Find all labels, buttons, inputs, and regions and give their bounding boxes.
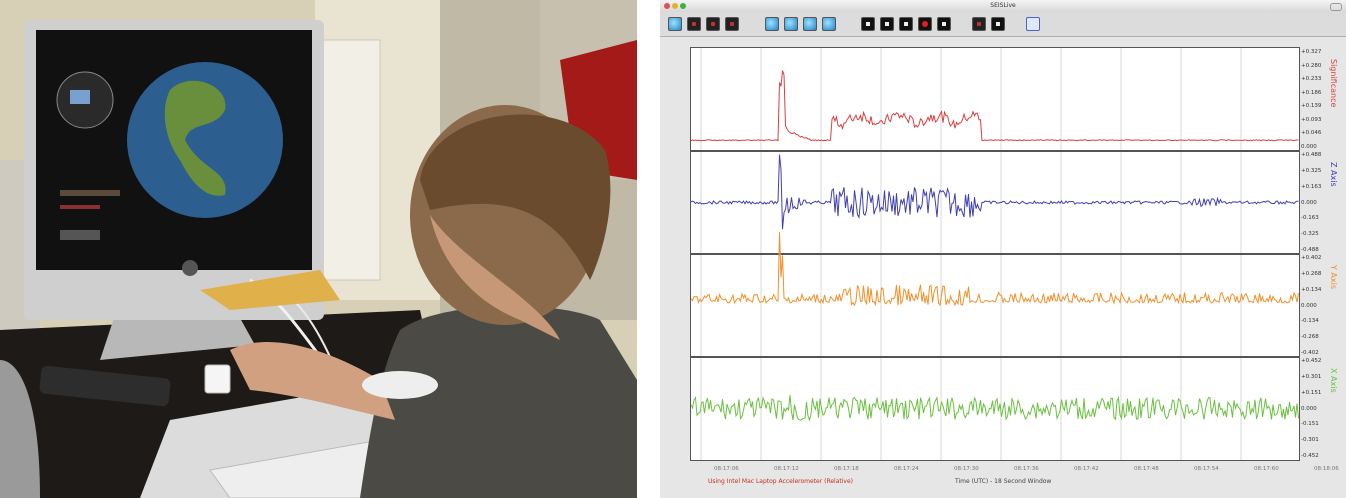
time-axis-label: Time (UTC) - 18 Second Window	[955, 478, 1052, 485]
scale-label: 0.000	[1301, 199, 1317, 206]
view-icon[interactable]	[822, 17, 836, 31]
channel-name: X Axis	[1329, 368, 1338, 393]
toolbar	[660, 12, 1346, 37]
device-label: Using Intel Mac Laptop Accelerometer (Re…	[708, 478, 854, 485]
scale-label: -0.268	[1301, 334, 1319, 341]
scale-label: 0.000	[1301, 144, 1317, 150]
time-tick: 08:17:48	[1134, 466, 1159, 472]
scale-label: 0.000	[1301, 302, 1317, 309]
record-stop-icon[interactable]	[706, 17, 720, 31]
scale-label: +0.301	[1301, 373, 1322, 380]
scale-label: -0.402	[1301, 350, 1319, 356]
minimize-icon[interactable]	[672, 3, 678, 9]
time-tick: 08:17:06	[714, 466, 739, 472]
channel-name: Y Axis	[1329, 265, 1338, 290]
pause-icon[interactable]	[899, 17, 913, 31]
photo-scene	[0, 0, 637, 498]
time-tick: 08:17:12	[774, 466, 799, 472]
scale-label: +0.280	[1301, 62, 1322, 69]
scale-label: +0.452	[1301, 358, 1322, 364]
time-tick: 08:17:54	[1194, 466, 1219, 472]
time-tick: 08:17:24	[894, 466, 919, 472]
color-icon[interactable]	[972, 17, 986, 31]
seislive-window: SEISLive +0.327 +0.280 +0.233 +0.186 +0.139 +…	[660, 0, 1346, 498]
time-tick: 08:17:18	[834, 466, 859, 472]
seismograph-traces	[691, 48, 1299, 460]
scale-label: -0.488	[1301, 247, 1319, 253]
scale-label: +0.233	[1301, 76, 1322, 83]
stream-icon[interactable]	[668, 17, 682, 31]
scale-label: +0.402	[1301, 255, 1322, 261]
zoom-icon[interactable]	[680, 3, 686, 9]
scale-label: +0.134	[1301, 286, 1322, 293]
channel-name: Significance	[1329, 59, 1338, 108]
scale-label: -0.325	[1301, 231, 1319, 238]
color-icon[interactable]	[991, 17, 1005, 31]
scale-label: +0.186	[1301, 89, 1322, 96]
record-icon[interactable]	[918, 17, 932, 31]
title-bar: SEISLive	[660, 0, 1346, 12]
time-tick: 08:17:30	[954, 466, 979, 472]
seismograph-plot[interactable]	[690, 47, 1300, 461]
scale-label: -0.151	[1301, 421, 1319, 428]
scale-label: -0.301	[1301, 437, 1319, 444]
time-tick: 08:18:06	[1314, 466, 1339, 472]
view-icon[interactable]	[765, 17, 779, 31]
close-icon[interactable]	[664, 3, 670, 9]
help-icon[interactable]	[1026, 17, 1040, 31]
scale-label: -0.134	[1301, 318, 1319, 325]
scale-label: +0.163	[1301, 183, 1322, 190]
trace-y-axis	[691, 232, 1299, 307]
time-tick: 08:17:42	[1074, 466, 1099, 472]
time-tick: 08:17:60	[1254, 466, 1279, 472]
rewind-icon[interactable]	[861, 17, 875, 31]
trace-x-axis	[691, 394, 1299, 422]
forward-icon[interactable]	[937, 17, 951, 31]
trace-significance	[691, 70, 1299, 142]
stop-icon[interactable]	[880, 17, 894, 31]
scale-label: +0.151	[1301, 389, 1322, 396]
time-tick: 08:17:36	[1014, 466, 1039, 472]
scale-label: +0.268	[1301, 270, 1322, 277]
scale-label: +0.139	[1301, 103, 1322, 110]
trace-z-axis	[691, 154, 1299, 230]
scale-label: +0.325	[1301, 167, 1322, 174]
scale-label: +0.093	[1301, 116, 1322, 123]
record-stop-icon[interactable]	[725, 17, 739, 31]
channel-name: Z Axis	[1329, 162, 1338, 187]
amplitude-scales: +0.327 +0.280 +0.233 +0.186 +0.139 +0.093 +0.0…	[1298, 47, 1338, 459]
scale-label: 0.000	[1301, 405, 1317, 412]
photo-boy-at-computer	[0, 0, 637, 498]
view-icon[interactable]	[784, 17, 798, 31]
scale-label: +0.488	[1301, 152, 1322, 158]
scale-label: -0.163	[1301, 215, 1319, 222]
scale-label: +0.046	[1301, 130, 1322, 137]
view-icon[interactable]	[803, 17, 817, 31]
scale-label: +0.327	[1301, 49, 1322, 55]
scale-label: -0.452	[1301, 453, 1319, 459]
record-stop-icon[interactable]	[687, 17, 701, 31]
toolbar-toggle-icon[interactable]	[1330, 3, 1342, 11]
window-title: SEISLive	[990, 2, 1016, 9]
